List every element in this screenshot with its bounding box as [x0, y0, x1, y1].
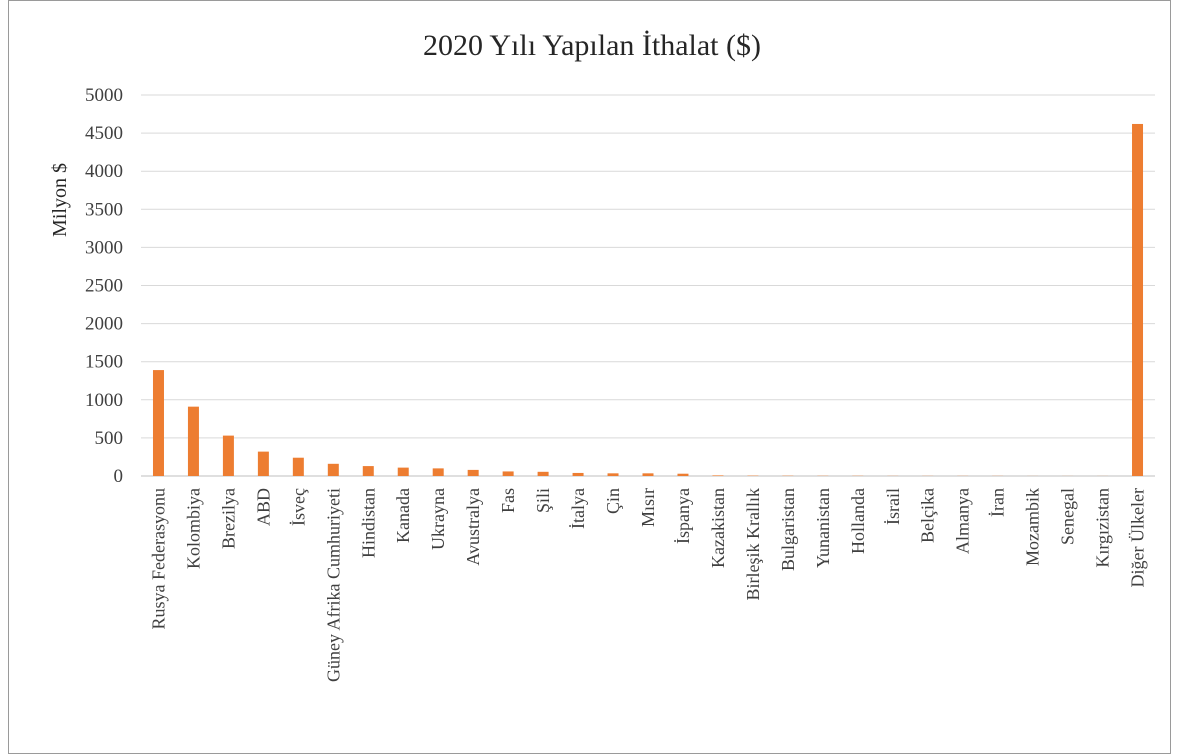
y-tick-label: 3500 [85, 199, 123, 220]
x-tick-label: Diğer Ülkeler [1128, 488, 1148, 587]
y-tick-label: 0 [114, 466, 124, 487]
y-tick-label: 1500 [85, 352, 123, 373]
y-tick-label: 5000 [85, 85, 123, 106]
bar [362, 466, 374, 476]
y-tick-label: 1000 [85, 390, 123, 411]
bar [257, 451, 269, 476]
bar [467, 469, 479, 476]
x-tick-label: Brezilya [218, 488, 238, 549]
x-tick-label: Ukrayna [428, 488, 448, 550]
x-tick-label: İtalya [568, 488, 588, 529]
x-tick-label: Belçika [918, 488, 938, 543]
y-tick-label: 3000 [85, 237, 123, 258]
y-tick-label: 2000 [85, 314, 123, 335]
bar [642, 473, 654, 476]
x-tick-label: İspanya [673, 488, 693, 544]
bar [1132, 123, 1144, 477]
gridlines [141, 94, 1155, 477]
bars [152, 123, 1144, 477]
x-tick-label: Avustralya [463, 488, 483, 566]
y-axis-title: Milyon $ [49, 163, 71, 237]
y-tick-label: 2500 [85, 276, 123, 297]
x-tick-label: İsveç [288, 488, 308, 526]
x-tick-label: ABD [253, 488, 273, 526]
x-tick-label: Mısır [638, 488, 658, 527]
bar [397, 467, 409, 476]
x-tick-label: Güney Afrika Cumhuriyeti [323, 488, 343, 682]
x-tick-label: Almanya [953, 488, 973, 554]
bar [327, 463, 339, 476]
bar [187, 406, 199, 476]
y-axis-ticks: 0 500 1000 1500 2000 2500 3000 3500 4000 4500 5000 [85, 85, 123, 487]
x-tick-label: Kanada [393, 488, 413, 543]
x-tick-label: Birleşik Krallık [743, 488, 763, 600]
bar [432, 468, 444, 476]
x-tick-label: Yunanistan [813, 488, 833, 568]
x-tick-label: Şili [533, 488, 553, 513]
x-tick-label: Mozambik [1023, 488, 1043, 566]
bar [677, 473, 689, 476]
x-tick-label: Hollanda [848, 488, 868, 554]
x-axis-labels: Rusya Federasyonu Kolombiya Brezilya ABD İsv… [148, 488, 1147, 682]
x-tick-label: Çin [603, 488, 623, 514]
x-tick-label: Senegal [1058, 488, 1078, 545]
chart-frame [8, 0, 1171, 754]
chart-title: 2020 Yılı Yapılan İthalat ($) [423, 29, 761, 62]
x-tick-label: Kırgızistan [1093, 488, 1113, 568]
x-tick-label: Kolombiya [183, 488, 203, 569]
bar [222, 435, 234, 476]
x-tick-label: Fas [498, 488, 518, 513]
x-tick-label: Kazakistan [708, 488, 728, 568]
y-tick-label: 500 [95, 428, 124, 449]
bar [537, 471, 549, 476]
x-tick-label: İsrail [883, 488, 903, 525]
bar [607, 473, 619, 476]
bar [572, 472, 584, 476]
y-tick-label: 4000 [85, 161, 123, 182]
bar [712, 475, 724, 476]
bar [502, 471, 514, 476]
x-tick-label: Bulgaristan [778, 488, 798, 571]
y-tick-label: 4500 [85, 123, 123, 144]
x-tick-label: Rusya Federasyonu [148, 488, 168, 629]
x-tick-label: Hindistan [358, 488, 378, 558]
bar [152, 370, 164, 476]
bar [292, 457, 304, 476]
x-tick-label: İran [988, 488, 1008, 517]
